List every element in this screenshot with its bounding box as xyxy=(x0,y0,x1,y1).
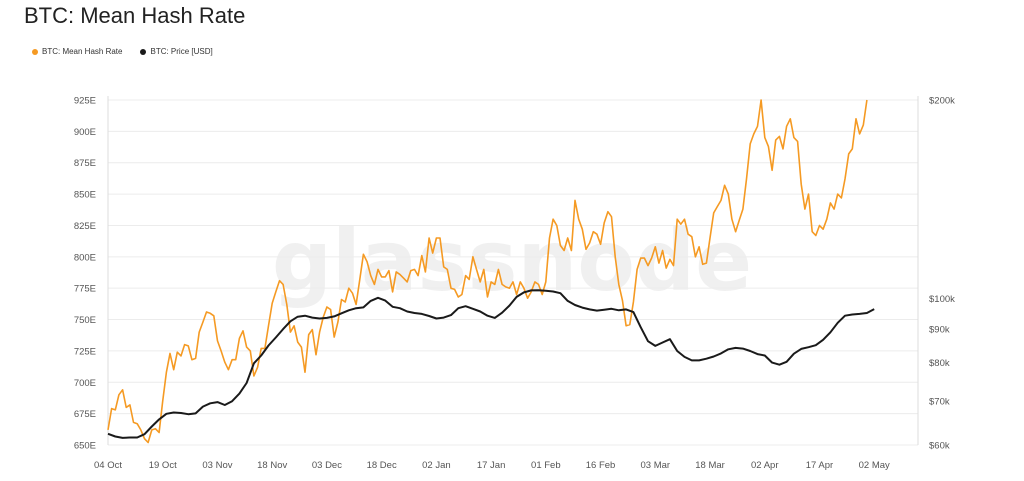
price-line xyxy=(107,289,875,439)
x-axis-tick-label: 04 Oct xyxy=(94,460,122,471)
x-axis-tick-label: 02 Apr xyxy=(751,460,778,471)
x-axis-tick-label: 19 Oct xyxy=(149,460,177,471)
left-axis-tick-label: 875E xyxy=(74,158,96,169)
left-axis-tick-label: 750E xyxy=(74,315,96,326)
left-axis-tick-label: 650E xyxy=(74,441,96,452)
x-axis-tick-label: 18 Mar xyxy=(695,460,725,471)
x-axis-tick-label: 01 Feb xyxy=(531,460,561,471)
right-axis-tick-label: $70k xyxy=(929,396,950,407)
legend-dot-price xyxy=(140,48,147,55)
right-axis-tick-label: $90k xyxy=(929,324,950,335)
left-axis-tick-label: 900E xyxy=(74,127,96,138)
left-axis-tick-label: 850E xyxy=(74,190,96,201)
x-axis-tick-label: 03 Dec xyxy=(312,460,342,471)
watermark: glassnode xyxy=(272,212,752,310)
right-axis-tick-label: $60k xyxy=(929,441,950,452)
legend-item-price[interactable]: BTC: Price [USD] xyxy=(140,47,213,56)
x-axis-tick-label: 03 Mar xyxy=(641,460,671,471)
chart-title: BTC: Mean Hash Rate xyxy=(24,3,246,28)
left-axis-tick-label: 775E xyxy=(74,284,96,295)
x-axis-tick-label: 02 Jan xyxy=(422,460,451,471)
left-axis-tick-label: 800E xyxy=(74,252,96,263)
x-axis-tick-label: 18 Nov xyxy=(257,460,287,471)
legend-dot-hash-rate xyxy=(32,48,38,55)
left-axis-tick-label: 700E xyxy=(74,378,96,389)
x-axis-tick-label: 17 Jan xyxy=(477,460,506,471)
x-axis-tick-label: 17 Apr xyxy=(806,460,833,471)
legend-item-hash-rate[interactable]: BTC: Mean Hash Rate xyxy=(32,47,122,56)
legend: BTC: Mean Hash Rate BTC: Price [USD] xyxy=(32,47,213,56)
left-axis-tick-label: 675E xyxy=(74,409,96,420)
right-axis-tick-label: $80k xyxy=(929,358,950,369)
legend-label-price: BTC: Price [USD] xyxy=(150,47,213,56)
left-axis-tick-label: 825E xyxy=(74,221,96,232)
left-axis-tick-label: 725E xyxy=(74,346,96,357)
right-axis-tick-label: $200k xyxy=(929,96,955,107)
x-axis-tick-label: 18 Dec xyxy=(367,460,397,471)
x-axis-tick-label: 02 May xyxy=(859,460,890,471)
left-axis-tick-label: 925E xyxy=(74,96,96,107)
x-axis-tick-label: 03 Nov xyxy=(202,460,232,471)
x-axis-tick-label: 16 Feb xyxy=(586,460,616,471)
right-axis-tick-label: $100k xyxy=(929,294,955,305)
hash-rate-line xyxy=(107,99,868,444)
legend-label-hash-rate: BTC: Mean Hash Rate xyxy=(42,47,123,56)
